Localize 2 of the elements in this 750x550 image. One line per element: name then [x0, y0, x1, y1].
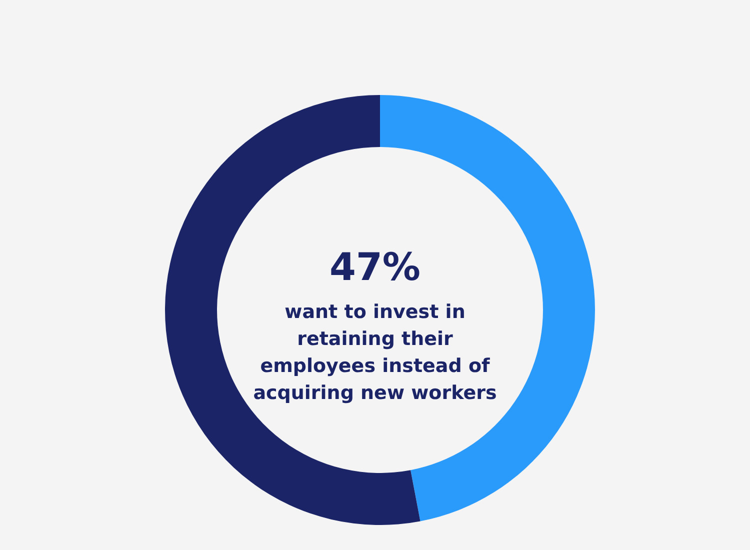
- text: want to invest in retaining their employees instead of acquiring new workers: [252, 300, 498, 406]
- text: 47%: [328, 245, 422, 289]
